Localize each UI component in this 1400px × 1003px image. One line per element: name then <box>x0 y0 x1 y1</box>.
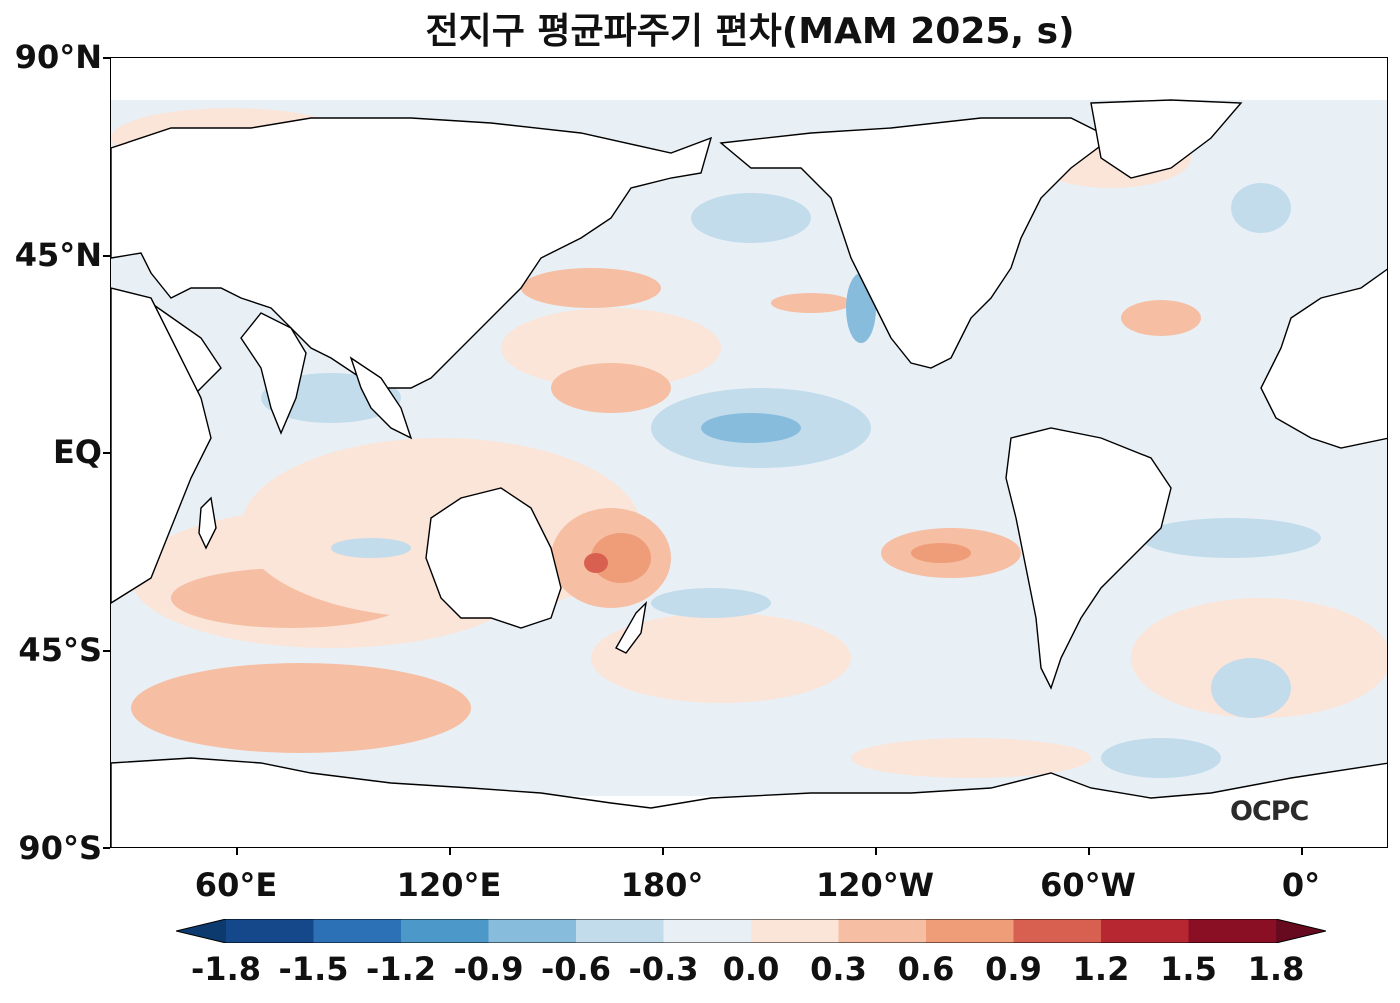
lat-label-eq: EQ <box>52 433 102 471</box>
eurasia <box>111 117 713 389</box>
land-masses <box>111 99 1387 847</box>
colorbar-tick-label: -1.2 <box>366 950 436 988</box>
africa-east <box>1260 268 1387 449</box>
new-zealand <box>615 600 648 654</box>
colorbar-segment <box>401 919 489 943</box>
map-canvas <box>111 58 1387 847</box>
africa <box>111 287 212 604</box>
lat-tick <box>103 452 110 454</box>
colorbar-extend-low <box>176 919 226 943</box>
colorbar-tick-label: -0.6 <box>541 950 611 988</box>
lat-tick <box>103 255 110 257</box>
colorbar <box>176 919 1326 943</box>
colorbar-segment <box>1188 919 1277 943</box>
lon-label-120e: 120°E <box>396 866 502 904</box>
colorbar-tick-label: -0.9 <box>453 950 524 988</box>
lon-tick <box>662 848 664 855</box>
lat-tick <box>103 847 110 849</box>
ocpc-logo: OCPC <box>1230 796 1309 827</box>
map-title: 전지구 평균파주기 편차(MAM 2025, s) <box>425 11 1075 52</box>
colorbar-extend-high <box>1276 919 1326 943</box>
colorbar-segment <box>1013 919 1102 943</box>
colorbar-tick-label: -1.5 <box>278 950 349 988</box>
lon-tick <box>875 848 877 855</box>
lon-label-180: 180° <box>620 866 704 904</box>
colorbar-tick-label: 0.0 <box>722 950 780 988</box>
lon-tick <box>449 848 451 855</box>
australia <box>425 487 562 629</box>
lat-label-90s: 90°S <box>18 829 102 867</box>
lat-label-45s: 45°S <box>18 631 102 669</box>
colorbar-tick-label: 0.6 <box>897 950 955 988</box>
colorbar-tick-label: 1.5 <box>1160 950 1217 988</box>
colorbar-segment <box>1101 919 1189 943</box>
colorbar-segment <box>488 919 577 943</box>
lat-label-90n: 90°N <box>14 38 102 76</box>
colorbar-segment <box>751 919 839 943</box>
north-america <box>719 117 1113 369</box>
lon-tick <box>1301 848 1303 855</box>
madagascar <box>198 496 217 550</box>
lon-label-60e: 60°E <box>194 866 278 904</box>
colorbar-tick-label: 1.8 <box>1247 950 1305 988</box>
southeast-asia <box>349 356 413 440</box>
negative-anomaly-contours <box>261 183 1321 778</box>
wave-period-anomaly-map <box>110 57 1388 848</box>
india <box>240 312 307 435</box>
colorbar-tick-label: 1.2 <box>1072 950 1130 988</box>
colorbar-segment <box>838 919 927 943</box>
colorbar-segment <box>663 919 752 943</box>
colorbar-segment <box>576 919 664 943</box>
lat-label-45n: 45°N <box>14 236 102 274</box>
lon-label-0: 0° <box>1281 866 1321 904</box>
lon-label-60w: 60°W <box>1040 866 1136 904</box>
greenland <box>1090 99 1243 179</box>
south-america <box>1005 427 1172 690</box>
colorbar-tick-label: 0.3 <box>810 950 867 988</box>
arctic-no-data <box>111 58 1387 100</box>
colorbar-tick-label: -0.3 <box>628 950 699 988</box>
lat-tick <box>103 57 110 59</box>
lon-tick <box>1088 848 1090 855</box>
lat-tick <box>103 650 110 652</box>
colorbar-segment <box>226 919 314 943</box>
colorbar-segment <box>926 919 1014 943</box>
colorbar-tick-label: 0.9 <box>985 950 1042 988</box>
lon-label-120w: 120°W <box>815 866 935 904</box>
lon-tick <box>236 848 238 855</box>
antarctica <box>111 757 1387 847</box>
colorbar-tick-label: -1.8 <box>191 950 261 988</box>
colorbar-segment <box>313 919 402 943</box>
